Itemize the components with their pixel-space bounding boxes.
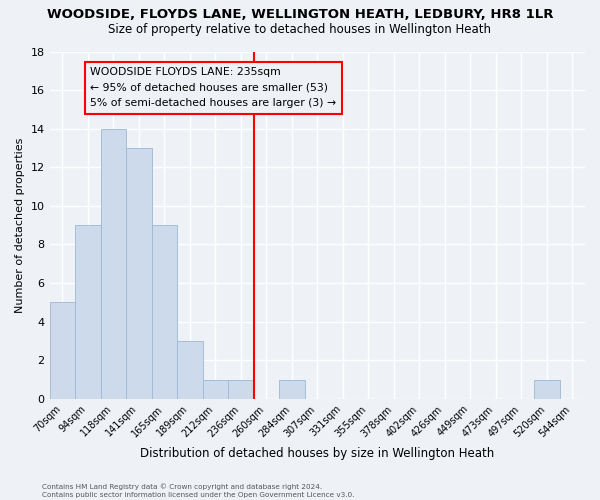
Bar xyxy=(50,302,75,399)
Text: WOODSIDE, FLOYDS LANE, WELLINGTON HEATH, LEDBURY, HR8 1LR: WOODSIDE, FLOYDS LANE, WELLINGTON HEATH,… xyxy=(47,8,553,20)
Bar xyxy=(101,128,126,399)
X-axis label: Distribution of detached houses by size in Wellington Heath: Distribution of detached houses by size … xyxy=(140,447,494,460)
Bar xyxy=(177,341,203,399)
Y-axis label: Number of detached properties: Number of detached properties xyxy=(15,138,25,313)
Text: WOODSIDE FLOYDS LANE: 235sqm
← 95% of detached houses are smaller (53)
5% of sem: WOODSIDE FLOYDS LANE: 235sqm ← 95% of de… xyxy=(91,67,337,108)
Bar xyxy=(152,225,177,399)
Bar xyxy=(228,380,254,399)
Bar xyxy=(534,380,560,399)
Bar xyxy=(203,380,228,399)
Text: Contains HM Land Registry data © Crown copyright and database right 2024.
Contai: Contains HM Land Registry data © Crown c… xyxy=(42,484,355,498)
Bar xyxy=(126,148,152,399)
Bar xyxy=(75,225,101,399)
Bar xyxy=(279,380,305,399)
Text: Size of property relative to detached houses in Wellington Heath: Size of property relative to detached ho… xyxy=(109,22,491,36)
